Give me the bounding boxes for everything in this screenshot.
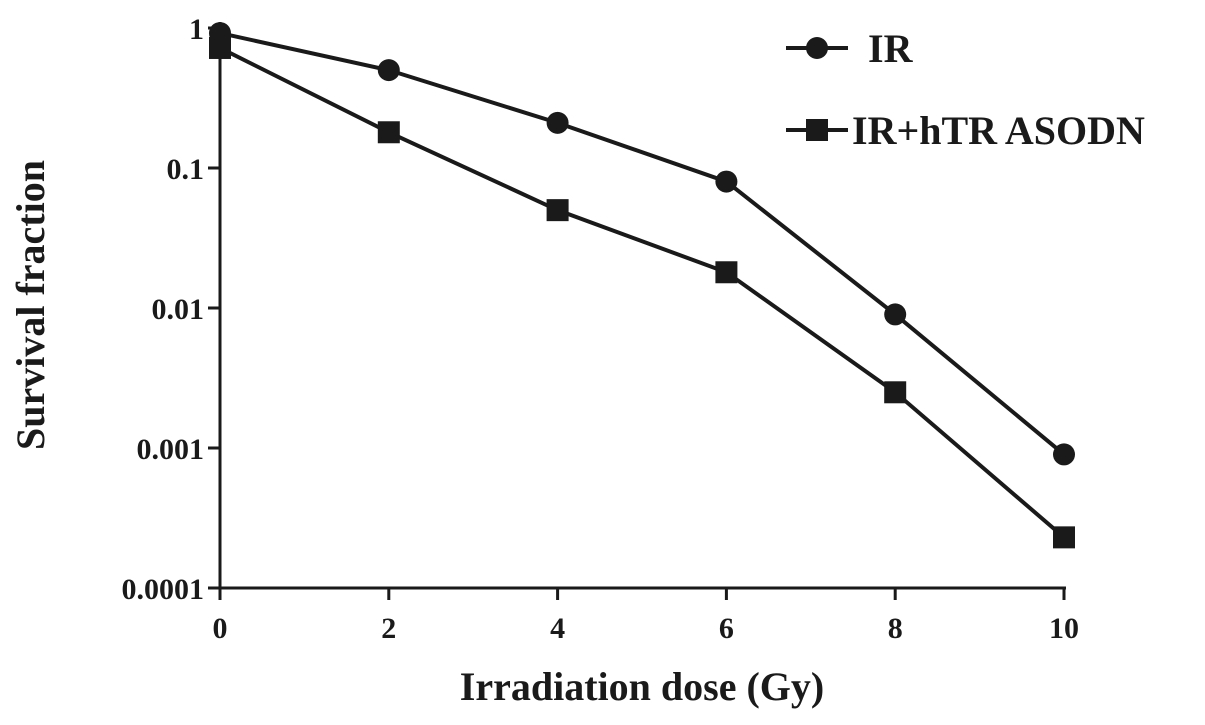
data-point-square — [715, 261, 738, 284]
legend-label: IR+hTR ASODN — [852, 108, 1145, 153]
legend-label: IR — [868, 26, 914, 71]
x-tick-label: 10 — [1049, 612, 1079, 645]
data-point-circle — [377, 59, 400, 82]
data-point-circle — [715, 170, 738, 193]
y-tick-label: 0.001 — [137, 433, 205, 466]
y-tick-label: 0.0001 — [122, 573, 205, 606]
legend: IR IR+hTR ASODN — [786, 26, 1145, 153]
series-1 — [209, 22, 1075, 466]
legend-circle-marker — [806, 37, 828, 59]
x-axis-label: Irradiation dose (Gy) — [460, 664, 824, 709]
data-point-square — [377, 121, 400, 144]
data-point-circle — [1053, 443, 1075, 466]
x-tick-label: 6 — [719, 612, 734, 645]
data-point-square — [884, 381, 907, 404]
x-tick-label: 8 — [888, 612, 903, 645]
axes — [218, 22, 1066, 590]
legend-entry-2: IR+hTR ASODN — [786, 108, 1145, 153]
x-tick-label: 4 — [550, 612, 565, 645]
series-2 — [209, 36, 1075, 549]
data-point-circle — [546, 111, 569, 134]
y-ticks: 0.0001 0.001 0.01 0.1 1 — [122, 13, 220, 606]
data-point-square — [1053, 526, 1075, 549]
x-tick-label: 0 — [213, 612, 228, 645]
y-tick-label: 0.1 — [167, 153, 205, 186]
series-line — [219, 31, 1066, 456]
y-tick-label: 1 — [189, 13, 204, 46]
x-tick-label: 2 — [381, 612, 396, 645]
y-axis-label: Survival fraction — [8, 160, 53, 450]
data-point-circle — [884, 303, 907, 326]
x-ticks: 0 2 4 6 8 10 — [213, 588, 1079, 645]
series-line — [219, 46, 1066, 539]
legend-square-marker — [806, 119, 828, 141]
data-point-square — [546, 199, 569, 222]
data-point-square — [209, 36, 231, 59]
series-group — [209, 22, 1075, 549]
legend-entry-1: IR — [786, 26, 914, 71]
y-tick-label: 0.01 — [152, 293, 205, 326]
